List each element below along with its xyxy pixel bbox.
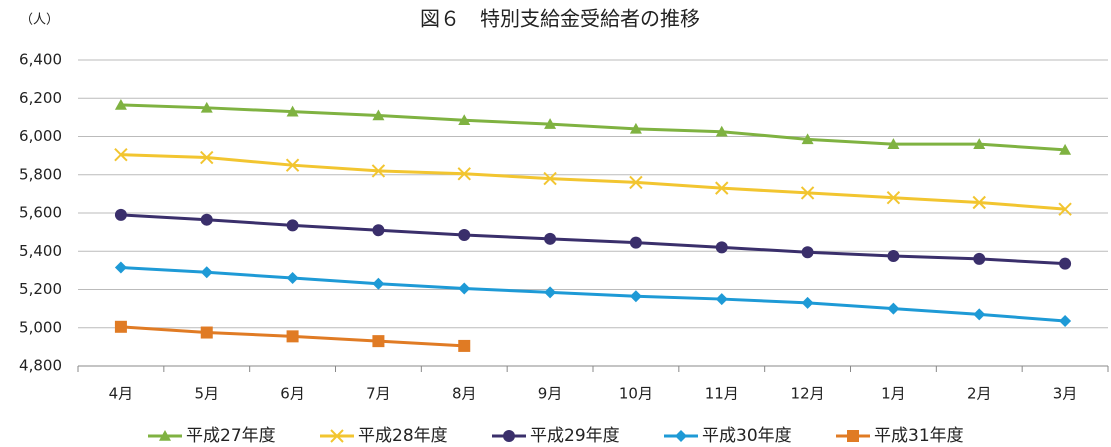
marker xyxy=(114,98,127,110)
legend-label: 平成28年度 xyxy=(358,426,448,446)
x-tick-label: 3月 xyxy=(1053,385,1078,403)
marker xyxy=(200,326,213,339)
x-tick-label: 5月 xyxy=(194,385,219,403)
marker xyxy=(544,118,557,129)
marker xyxy=(371,164,386,178)
marker xyxy=(887,138,900,149)
marker xyxy=(372,109,385,121)
marker xyxy=(114,147,128,162)
series-line xyxy=(120,153,1066,211)
marker xyxy=(629,122,642,134)
marker xyxy=(286,219,299,232)
series-line xyxy=(120,266,1066,323)
marker xyxy=(114,208,127,221)
marker xyxy=(457,167,471,181)
series-line xyxy=(120,213,1066,266)
legend-label: 平成27年度 xyxy=(186,426,276,446)
legend-marker xyxy=(503,430,515,442)
marker xyxy=(200,266,213,279)
marker xyxy=(286,272,299,285)
marker xyxy=(544,286,557,299)
marker xyxy=(629,236,642,249)
marker xyxy=(715,181,729,195)
marker xyxy=(801,133,814,145)
x-tick-label: 12月 xyxy=(791,385,825,403)
marker xyxy=(372,277,385,290)
marker xyxy=(887,302,900,315)
marker xyxy=(972,195,986,210)
marker xyxy=(1059,143,1072,155)
marker xyxy=(286,105,299,117)
marker xyxy=(801,296,814,309)
marker xyxy=(544,232,557,245)
marker xyxy=(973,252,986,265)
marker xyxy=(458,114,471,126)
legend-label: 平成31年度 xyxy=(874,426,964,446)
marker xyxy=(543,171,557,186)
x-tick-label: 2月 xyxy=(967,385,992,403)
x-tick-label: 6月 xyxy=(280,385,305,403)
marker xyxy=(629,290,642,303)
marker xyxy=(200,101,213,113)
series-line xyxy=(120,103,1066,152)
x-tick-label: 11月 xyxy=(705,385,739,403)
y-tick-label: 5,600 xyxy=(19,204,62,222)
marker xyxy=(286,330,299,343)
x-tick-label: 8月 xyxy=(452,385,477,403)
marker xyxy=(458,339,471,352)
marker xyxy=(715,241,728,254)
legend-marker xyxy=(675,430,687,442)
marker xyxy=(285,158,300,172)
marker xyxy=(800,186,815,200)
legend-label: 平成30年度 xyxy=(702,426,792,446)
marker xyxy=(372,224,385,237)
marker xyxy=(200,213,213,226)
marker xyxy=(1059,257,1072,270)
marker xyxy=(973,138,986,149)
marker xyxy=(629,175,643,190)
marker xyxy=(372,335,385,348)
marker xyxy=(114,320,127,333)
y-tick-label: 5,400 xyxy=(19,242,62,260)
chart-title: 図６ 特別支給金受給者の推移 xyxy=(420,7,700,31)
y-tick-label: 6,000 xyxy=(19,127,62,145)
y-tick-label: 4,800 xyxy=(19,357,62,375)
x-tick-label: 10月 xyxy=(619,385,653,403)
legend-marker xyxy=(330,429,344,443)
y-unit-label: （人） xyxy=(20,13,59,28)
x-tick-label: 1月 xyxy=(881,385,906,403)
y-tick-label: 6,200 xyxy=(19,89,62,107)
marker xyxy=(1058,202,1072,216)
x-tick-label: 4月 xyxy=(109,385,134,403)
marker xyxy=(887,250,900,263)
marker xyxy=(200,150,214,165)
marker xyxy=(458,282,471,295)
x-tick-label: 7月 xyxy=(366,385,391,403)
y-tick-label: 5,000 xyxy=(19,318,62,336)
legend-marker xyxy=(159,430,171,441)
legend-marker xyxy=(847,430,859,442)
legend-label: 平成29年度 xyxy=(530,426,620,446)
x-tick-label: 9月 xyxy=(538,385,563,403)
marker xyxy=(886,190,901,205)
y-tick-label: 5,800 xyxy=(19,165,62,183)
marker xyxy=(801,246,814,259)
marker xyxy=(114,261,127,274)
marker xyxy=(715,125,728,137)
y-tick-label: 5,200 xyxy=(19,280,62,298)
marker xyxy=(973,308,986,321)
marker xyxy=(458,228,471,241)
marker xyxy=(715,293,728,306)
y-tick-label: 6,400 xyxy=(19,51,62,69)
marker xyxy=(1059,315,1072,328)
